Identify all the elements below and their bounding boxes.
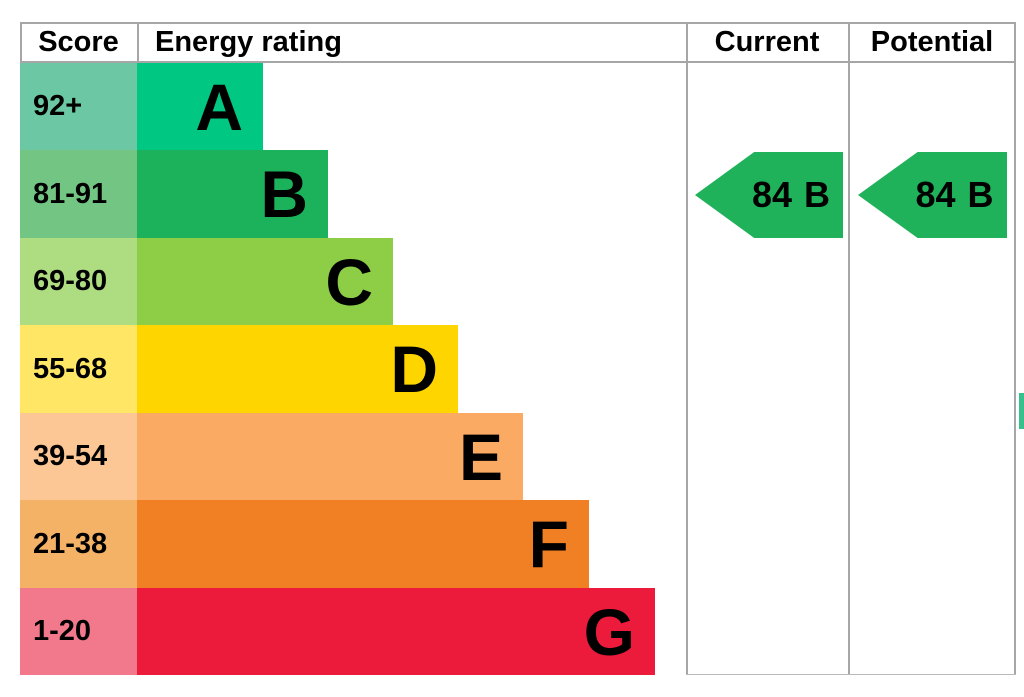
score-range-d: 55-68 xyxy=(20,325,137,413)
potential-rating-value: 84 xyxy=(915,174,956,215)
header-bottom-border xyxy=(20,61,1016,63)
column-header-current: Current xyxy=(714,26,820,58)
band-bar-f: F xyxy=(137,500,589,588)
current-column-divider xyxy=(686,22,688,675)
band-letter-c: C xyxy=(325,244,373,319)
header-left-border xyxy=(20,22,22,63)
clipped-arrow-fragment xyxy=(1019,393,1024,429)
potential-rating-grade: B xyxy=(967,174,994,215)
column-header-potential: Potential xyxy=(870,26,994,58)
score-range-b: 81-91 xyxy=(20,150,137,238)
table-top-border xyxy=(20,22,1016,24)
band-letter-b: B xyxy=(260,157,308,231)
column-header-energy-rating: Energy rating xyxy=(155,26,342,58)
potential-column-divider xyxy=(848,22,850,675)
column-header-score: Score xyxy=(38,26,119,58)
potential-rating-arrow: 84 B xyxy=(858,152,1007,238)
band-letter-a: A xyxy=(195,69,243,144)
band-letter-f: F xyxy=(528,507,569,581)
band-bar-d: D xyxy=(137,325,458,413)
current-rating-value: 84 xyxy=(751,174,793,215)
band-bar-e: E xyxy=(137,413,523,500)
band-letter-d: D xyxy=(390,332,438,406)
score-range-f: 21-38 xyxy=(20,500,137,588)
table-bottom-border xyxy=(686,674,1016,675)
band-bar-a: A xyxy=(137,63,263,150)
current-rating-arrow: 84 B xyxy=(695,152,843,238)
score-range-e: 39-54 xyxy=(20,413,137,500)
band-letter-e: E xyxy=(458,419,503,494)
score-range-a: 92+ xyxy=(20,63,137,150)
band-letter-g: G xyxy=(583,594,635,669)
table-right-border xyxy=(1014,22,1016,675)
band-bar-g: G xyxy=(137,588,655,675)
score-range-g: 1-20 xyxy=(20,588,137,675)
band-bar-b: B xyxy=(137,150,328,238)
score-range-c: 69-80 xyxy=(20,238,137,325)
score-column-divider xyxy=(137,22,139,63)
band-bar-c: C xyxy=(137,238,393,325)
current-rating-grade: B xyxy=(804,174,831,215)
